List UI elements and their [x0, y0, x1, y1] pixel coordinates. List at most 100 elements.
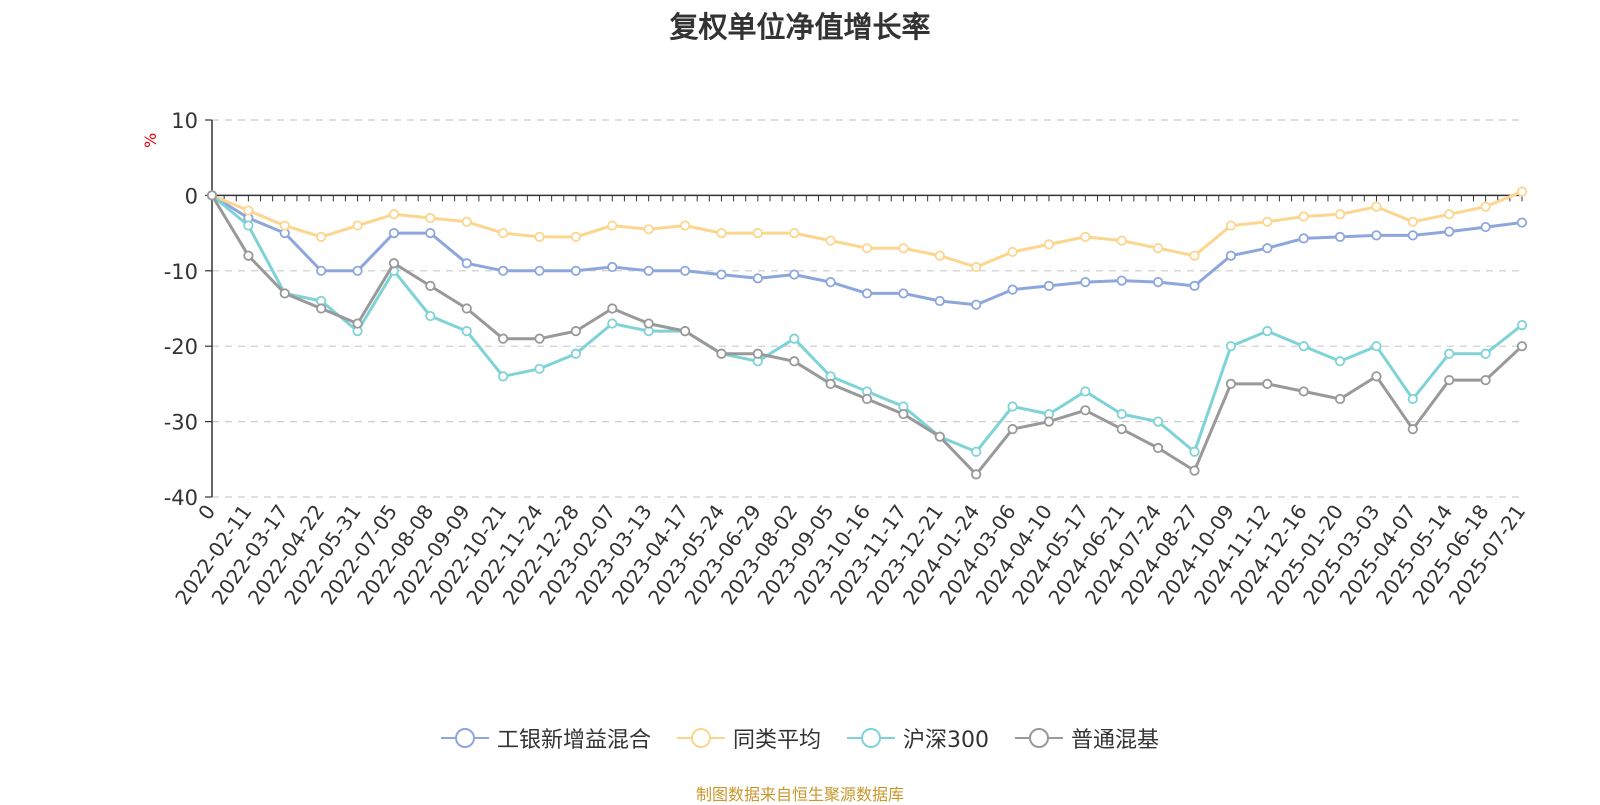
data-point	[570, 265, 581, 276]
legend-marker-icon	[847, 728, 895, 748]
data-point	[498, 228, 509, 239]
data-point	[934, 250, 945, 261]
legend-item[interactable]: 普通混基	[1015, 722, 1159, 754]
data-point	[861, 243, 873, 254]
data-point	[1516, 341, 1528, 352]
data-point	[1007, 401, 1018, 412]
data-point	[570, 348, 581, 359]
data-point	[352, 318, 363, 329]
data-point	[789, 269, 800, 280]
data-point	[607, 261, 618, 273]
data-point	[570, 231, 581, 242]
data-point	[1298, 386, 1309, 397]
data-point	[825, 378, 836, 389]
legend: 工银新增益混合 同类平均 沪深300 普通混基	[0, 722, 1600, 754]
data-point	[971, 261, 982, 273]
data-point	[1225, 250, 1236, 261]
data-point	[570, 326, 581, 337]
data-point	[752, 348, 763, 359]
data-point	[1371, 341, 1382, 352]
data-point	[425, 280, 436, 291]
data-point	[789, 228, 800, 239]
data-point	[789, 356, 800, 367]
data-point	[1080, 231, 1091, 242]
data-point	[971, 469, 982, 480]
legend-item[interactable]: 沪深300	[847, 722, 989, 754]
data-point	[1371, 371, 1382, 382]
data-point	[1480, 201, 1491, 212]
data-point	[1043, 416, 1055, 427]
data-point	[1116, 424, 1127, 435]
data-point	[1189, 280, 1200, 291]
series-3	[206, 190, 1528, 457]
data-point	[1116, 235, 1127, 246]
legend-item[interactable]: 同类平均	[676, 722, 821, 754]
data-point	[279, 220, 290, 231]
data-point	[1407, 230, 1418, 241]
data-point	[1407, 424, 1418, 435]
data-point	[461, 216, 472, 227]
data-point	[716, 348, 727, 359]
data-point	[934, 295, 945, 307]
data-point	[898, 288, 909, 299]
data-point	[971, 446, 982, 457]
data-point	[679, 265, 691, 276]
data-point	[1153, 277, 1164, 288]
data-point	[1480, 221, 1491, 233]
series-line	[211, 190, 1523, 269]
data-point	[1153, 416, 1164, 427]
y-tick-label: -40	[164, 486, 198, 510]
y-tick-label: 0	[185, 184, 198, 208]
y-tick-label: -30	[164, 411, 198, 435]
data-point	[643, 318, 654, 329]
legend-marker-icon	[440, 728, 489, 748]
y-tick-label: -10	[164, 260, 198, 284]
data-point	[1444, 209, 1455, 220]
data-point	[1262, 243, 1273, 254]
data-point	[461, 258, 472, 269]
data-point	[352, 220, 363, 231]
data-point	[1516, 319, 1528, 331]
data-point	[716, 269, 727, 280]
data-point	[1116, 275, 1127, 286]
data-point	[1007, 424, 1018, 435]
y-tick-label: -20	[164, 335, 198, 359]
y-tick-label: 10	[171, 109, 198, 133]
data-point	[1371, 230, 1382, 241]
data-point	[971, 299, 982, 310]
data-point	[1407, 393, 1418, 405]
data-point	[934, 431, 945, 442]
x-tick-label: 0	[193, 500, 220, 524]
data-point	[1153, 442, 1164, 454]
data-point	[1262, 216, 1273, 227]
data-point	[1189, 446, 1200, 457]
data-point	[1298, 341, 1309, 352]
legend-item[interactable]: 工银新增益混合	[440, 722, 651, 754]
data-point	[607, 303, 618, 314]
data-point	[825, 277, 836, 288]
series-2	[206, 186, 1528, 273]
data-point	[1080, 405, 1091, 416]
data-point	[1334, 393, 1346, 405]
data-point	[1444, 348, 1455, 359]
data-point	[1444, 375, 1455, 386]
data-point	[1007, 284, 1018, 295]
data-point	[643, 265, 654, 276]
data-point	[898, 243, 909, 254]
data-point	[352, 265, 363, 276]
data-point	[1080, 277, 1091, 288]
data-point	[861, 288, 873, 299]
legend-marker-icon	[676, 728, 725, 748]
data-point	[607, 220, 618, 231]
data-point	[752, 228, 763, 239]
data-point	[534, 333, 545, 344]
legend-label: 工银新增益混合	[496, 728, 651, 753]
data-point	[1334, 209, 1346, 220]
data-point	[1298, 233, 1309, 244]
data-point	[461, 326, 472, 337]
data-point	[1116, 408, 1127, 420]
data-point	[206, 190, 218, 201]
data-point	[1407, 216, 1418, 227]
data-point	[534, 265, 545, 276]
data-point	[1225, 378, 1236, 389]
